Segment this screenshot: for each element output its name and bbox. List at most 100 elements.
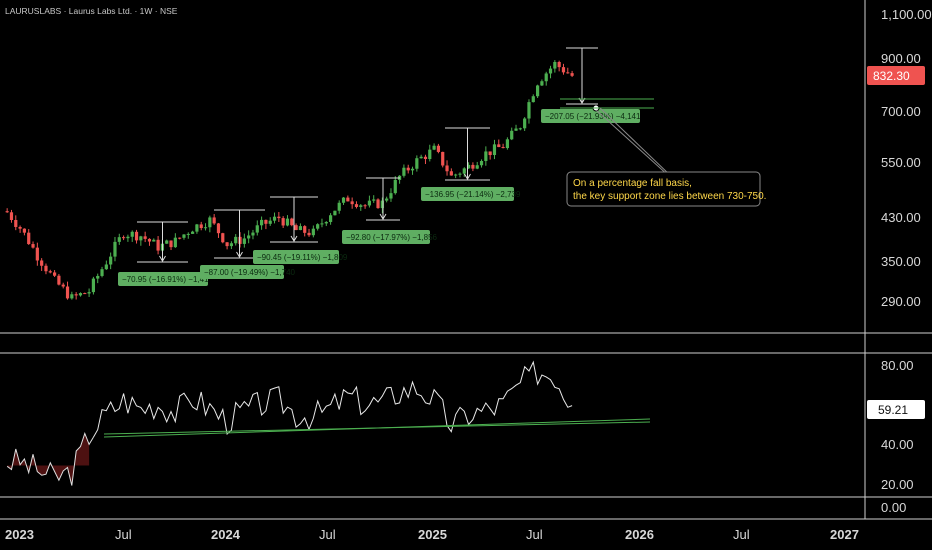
candle-body [238,236,242,244]
candle-body [178,237,182,239]
candle-body [548,68,553,74]
candle-body [100,269,104,276]
candle-body [247,235,251,239]
candle-body [540,81,544,86]
candle-body [74,294,78,296]
candle-body [242,238,246,244]
candle-body [48,271,52,273]
candle-body [320,223,324,225]
candle-body [212,217,216,224]
candle-body [462,168,466,174]
candle-body [561,67,566,73]
price-tick-900: 900.00 [881,51,921,66]
candle-body [389,193,393,199]
candle-body [83,293,87,295]
candle-body [104,264,108,270]
price-tick-550: 550.00 [881,155,921,170]
candle-body [436,145,441,152]
rsi-layer [6,360,573,486]
candle-body [147,238,152,242]
time-tick-jul-2023: Jul [115,527,132,542]
measure-label-6: −207.05 (−21.93%) −4,141 [545,112,641,121]
candle-body [307,232,311,236]
measure-label-box[interactable] [118,272,208,286]
candle-body [264,219,268,224]
candle-body [109,256,113,265]
time-tick-2027: 2027 [830,527,859,542]
rsi-tick-40: 40.00 [881,437,914,452]
candle-body [61,284,65,287]
annotation-box [566,171,761,207]
candle-body [113,241,117,257]
candle-body [415,158,419,169]
time-tick-2023: 2023 [5,527,34,542]
candle-body [523,118,527,129]
measure-label-2: −87.00 (−19.49%) −1,740 [204,268,296,277]
candle-body [445,165,449,172]
price-axis[interactable]: 1,100.00 900.00 700.00 550.00 430.00 350… [881,7,932,309]
candle-body [475,165,479,169]
candle-body [363,205,367,207]
candle-body [91,278,96,293]
candle-body [428,149,432,160]
candle-body [341,197,346,203]
price-tick-350: 350.00 [881,254,921,269]
candle-body [346,197,350,202]
candle-body [134,231,139,241]
candle-body [281,218,285,226]
measure-label-box[interactable] [342,230,430,244]
price-tick-290: 290.00 [881,294,921,309]
time-tick-jul-2025: Jul [526,527,543,542]
candle-body [199,224,203,229]
candle-body [173,237,177,248]
price-tick-430: 430.00 [881,210,921,225]
rsi-tick-80: 80.00 [881,358,914,373]
candle-body [466,164,471,169]
candle-body [544,73,548,82]
candle-body [5,211,9,213]
measure-arrowhead [379,213,387,220]
candle-body [259,219,264,226]
measure-label-box[interactable] [421,187,514,201]
candle-body [376,199,380,209]
price-tick-700: 700.00 [881,104,921,119]
candle-body [234,236,238,244]
candle-body [497,144,501,148]
candle-body [117,237,121,242]
time-tick-jul-2026: Jul [733,527,750,542]
candle-body [182,234,186,238]
candle-body [18,226,22,229]
measure-label-4: −92.80 (−17.97%) −1,856 [346,233,438,242]
candle-body [70,294,74,299]
current-price-tag [867,66,925,85]
candle-body [410,168,415,171]
candle-body [57,275,61,285]
candle-body [203,227,208,229]
rsi-axis[interactable]: 80.00 40.00 20.00 0.00 [881,358,914,515]
measure-label-1: −70.95 (−16.91%) −1,41 [122,275,209,284]
rsi-line-early [6,432,94,486]
candle-body [333,210,337,216]
candle-body [553,61,557,69]
candle-body [419,156,423,159]
candle-body [359,205,363,207]
candle-body [311,228,315,236]
candle-body [31,244,35,248]
candle-body [208,217,212,228]
candle-body [479,160,484,166]
candle-body [372,199,376,201]
candle-body [272,216,277,221]
time-axis[interactable]: 2023 Jul 2024 Jul 2025 Jul 2026 Jul 2027 [5,527,859,542]
candle-body [139,236,143,241]
candle-body [40,260,44,266]
candle-body [27,232,31,245]
measure-label-box[interactable] [253,250,339,264]
candle-body [354,204,359,207]
candle-body [337,202,341,211]
annotation-connector-2 [599,107,673,178]
candle-body [380,200,384,209]
measure-label-box[interactable] [541,109,640,123]
measure-label-box[interactable] [200,265,284,279]
candle-body [449,171,453,176]
